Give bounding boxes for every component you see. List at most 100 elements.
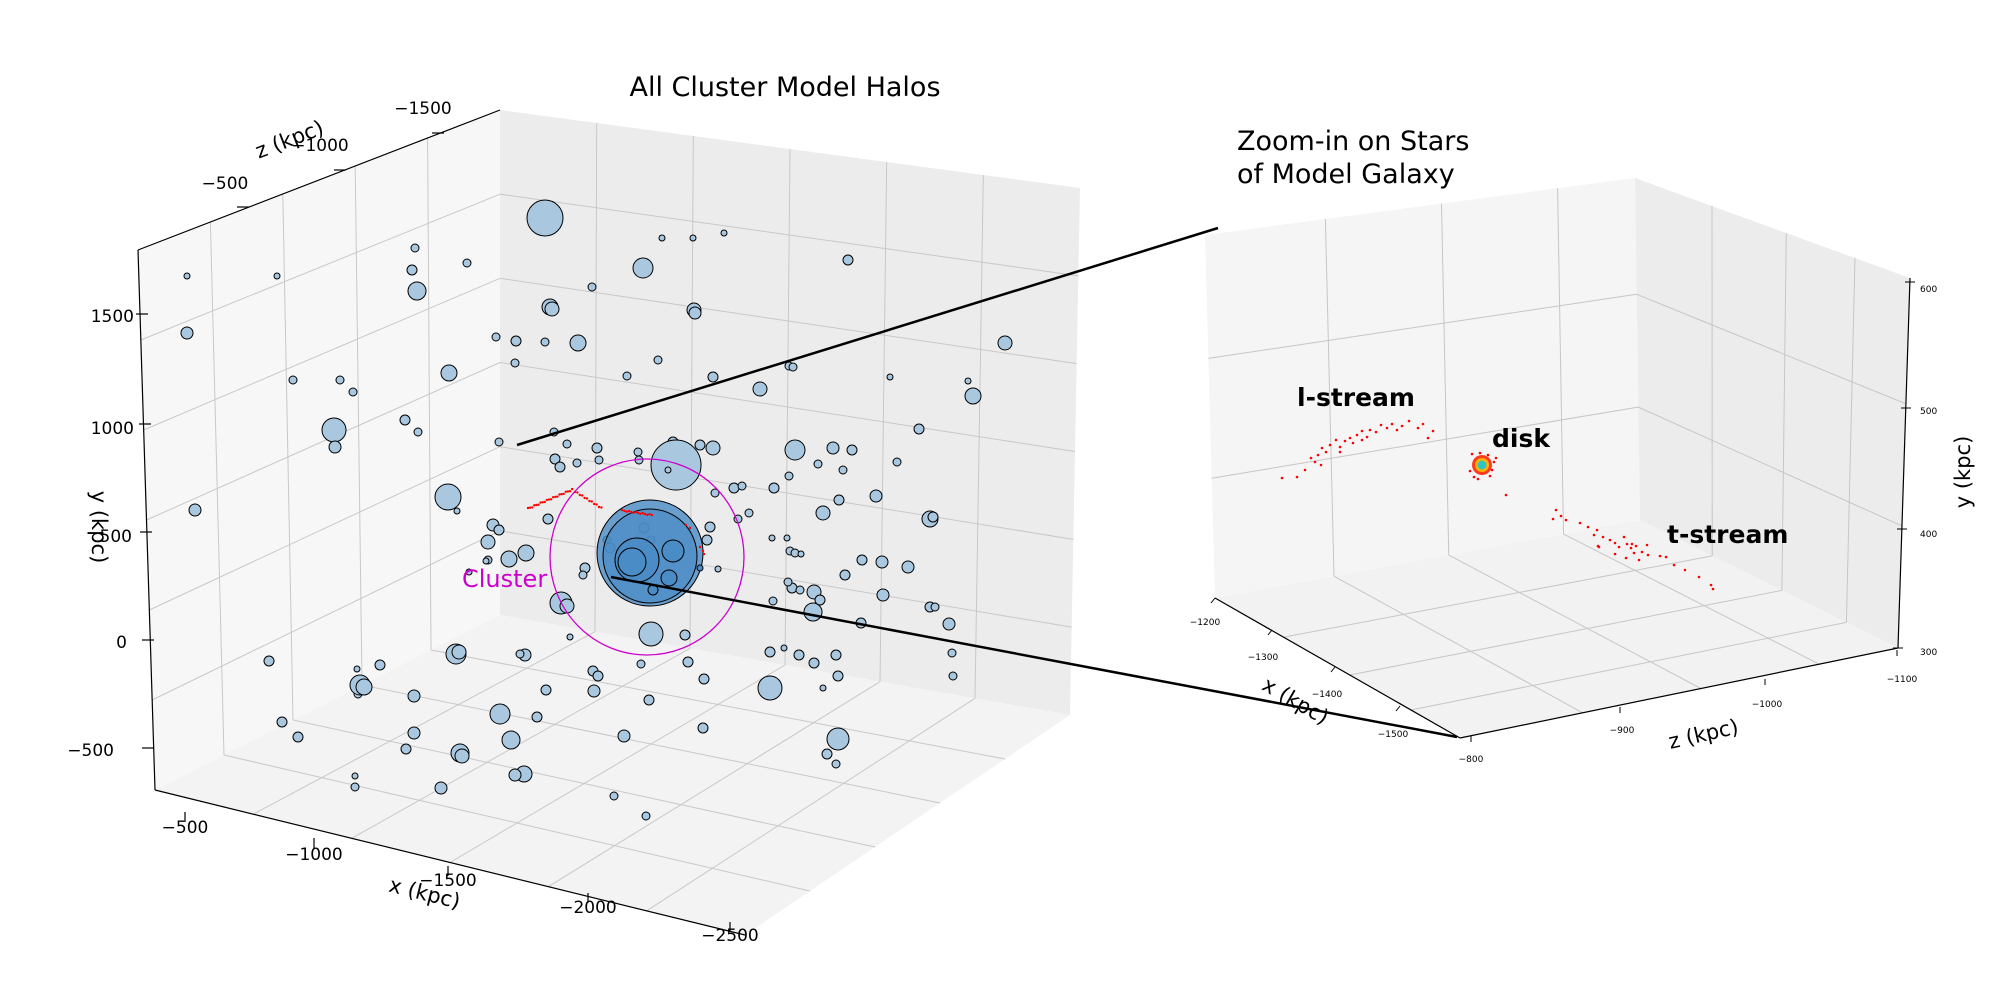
star-point (1390, 422, 1394, 426)
halo-marker (572, 458, 582, 468)
halo-marker (710, 488, 720, 498)
left-grid-line (974, 174, 984, 699)
halo-marker (856, 554, 868, 566)
stream-star-point (539, 501, 542, 504)
right-grid-lines (1208, 188, 1907, 714)
right-y-tick-label: 400 (1920, 530, 1937, 540)
star-point (1625, 542, 1629, 546)
left-y-tick-label: 1000 (91, 419, 134, 439)
stream-star-point (650, 513, 654, 517)
halo-marker (701, 534, 713, 546)
stream-star-point (636, 511, 640, 515)
left-grid-line (594, 122, 598, 632)
halo-marker (493, 524, 505, 536)
left-grid-line (427, 137, 432, 651)
halo-marker (542, 513, 554, 525)
halo-marker (494, 437, 504, 447)
halo-marker (784, 471, 794, 481)
halo-marker (737, 481, 747, 491)
halo-marker (510, 335, 522, 347)
left-3d-plot: All Cluster Model Halos x (kpc) y (kpc) … (67, 72, 1080, 946)
halo-marker (876, 588, 890, 602)
right-x-tick (1267, 629, 1273, 636)
halo-marker (531, 711, 543, 723)
left-tick-marks (136, 132, 731, 932)
halo-marker (353, 665, 361, 673)
star-point (1601, 535, 1605, 539)
halo-marker (609, 791, 619, 801)
left-grid-line (354, 165, 363, 686)
stream-star-point (528, 506, 532, 509)
star-point (1613, 552, 1617, 556)
right-grid-line (1410, 621, 1847, 711)
left-grid-line (361, 684, 941, 804)
right-x-tick (1395, 705, 1401, 712)
left-x-tick-label: −1000 (285, 845, 343, 865)
stream-star-point (531, 506, 534, 509)
left-y-axis-label: y (kpc) (87, 491, 111, 564)
right-grid-line (1208, 293, 1637, 359)
left-y-tick-label: −500 (67, 741, 114, 761)
halo-marker (292, 731, 304, 743)
halo-marker (689, 234, 697, 242)
stream-star-point (547, 498, 551, 501)
halo-marker (480, 534, 496, 550)
halo-marker (826, 727, 850, 751)
star-point (1421, 422, 1425, 426)
star-point (1470, 452, 1474, 456)
star-point (1592, 533, 1596, 537)
halo-marker (288, 375, 298, 385)
right-z-tick-label: −900 (1610, 726, 1635, 736)
right-floor-pane (1215, 520, 1898, 738)
halo-marker (562, 439, 572, 449)
right-grid-line (1638, 406, 1903, 527)
halo-marker (501, 730, 521, 750)
right-z-tick-label: −1000 (1752, 700, 1783, 710)
halo-marker (869, 489, 883, 503)
halo-marker (374, 659, 386, 671)
halo-marker (744, 508, 754, 518)
right-x-axis-line (1214, 597, 1461, 739)
right-grid-line (1448, 554, 1702, 689)
right-grid-line (1563, 533, 1820, 665)
left-stream-points (526, 487, 706, 556)
left-side-pane (138, 110, 500, 790)
halo-marker (578, 570, 588, 580)
star-point (1494, 456, 1498, 460)
right-x-tick-label: −1300 (1248, 653, 1279, 663)
halo-marker (942, 617, 956, 631)
halo-marker (947, 648, 957, 658)
halo-marker (587, 282, 597, 292)
halo-marker (764, 646, 776, 658)
star-point (1374, 430, 1378, 434)
halo-marker (540, 337, 550, 347)
right-grid-line (1781, 232, 1787, 591)
star-point (1334, 438, 1338, 442)
stream-star-point (533, 504, 536, 507)
halo-marker (350, 782, 360, 792)
halo-marker (276, 716, 288, 728)
halo-marker (406, 264, 418, 276)
halo-marker (636, 659, 646, 669)
star-point (1672, 563, 1676, 567)
halo-marker (788, 362, 798, 372)
star-point (1617, 545, 1621, 549)
stream-star-point (554, 495, 557, 499)
star-point (1632, 551, 1636, 555)
halo-marker (768, 596, 778, 606)
right-x-tick (1330, 666, 1336, 673)
stream-star-point (581, 494, 584, 497)
halo-marker (413, 427, 423, 437)
halo-marker (559, 598, 575, 614)
star-point (1476, 477, 1480, 481)
star-point (1630, 542, 1634, 546)
right-y-axis-line (1897, 277, 1911, 649)
halo-marker (410, 243, 420, 253)
left-back-pane (500, 110, 1080, 715)
halo-marker (653, 355, 663, 365)
halo-marker (465, 568, 473, 576)
stream-star-point (701, 549, 705, 553)
right-star-points (1280, 419, 1715, 591)
halo-marker (728, 482, 740, 494)
